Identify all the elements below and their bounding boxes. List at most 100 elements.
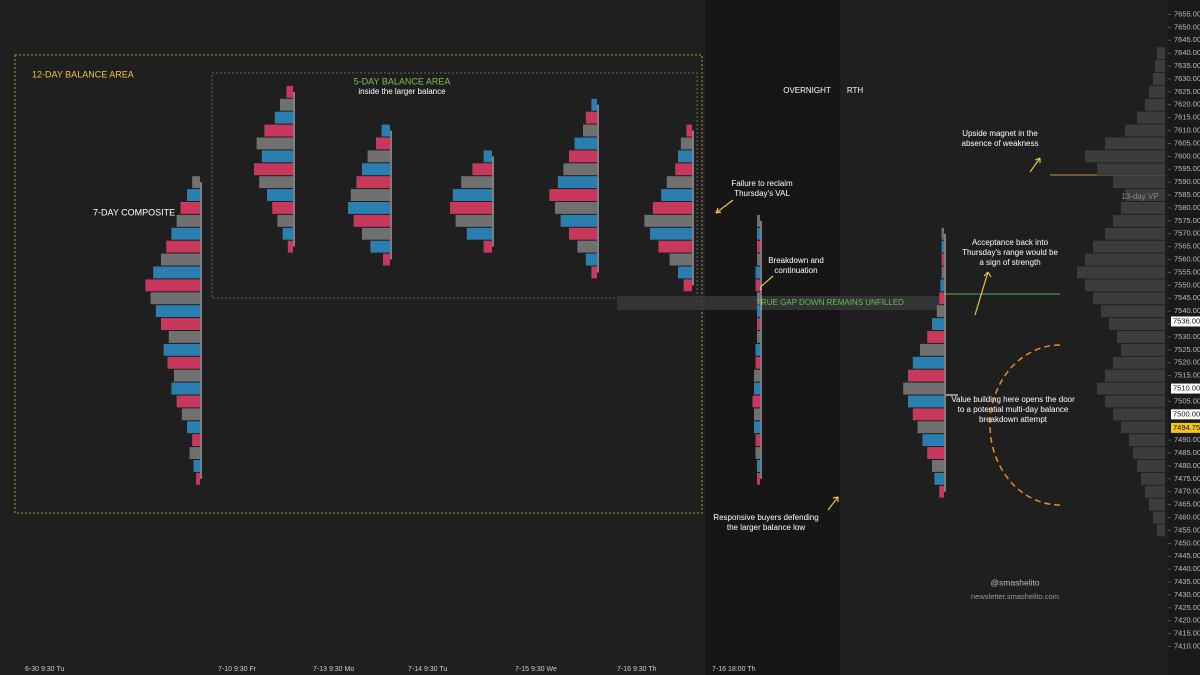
volume-bar [563, 163, 597, 176]
price-tag [1171, 422, 1200, 433]
volume-bar [1145, 98, 1165, 111]
volume-bar [348, 202, 390, 214]
volume-bar [922, 434, 944, 447]
date-label: 7-16 18:00 Th [712, 666, 756, 673]
volume-bar [1157, 524, 1165, 537]
y-tick-label: 7410.00 [1174, 642, 1200, 651]
volume-bar [752, 395, 760, 408]
volume-bar [452, 189, 492, 201]
annotation: 12-DAY BALANCE AREA [32, 69, 134, 79]
y-tick-label: 7490.00 [1174, 435, 1200, 444]
volume-bar [661, 189, 692, 201]
volume-bar [920, 343, 944, 356]
volume-bar [940, 279, 944, 292]
annotation: a sign of strength [979, 258, 1040, 267]
y-tick-label: 7595.00 [1174, 164, 1200, 173]
volume-bar [383, 253, 390, 266]
volume-bar [678, 150, 692, 163]
volume-bar [569, 227, 597, 240]
volume-bar [167, 356, 200, 369]
date-label: 7-13 9:30 Mo [313, 666, 354, 673]
annotation: 5-DAY BALANCE AREA [354, 76, 451, 86]
volume-bar [1137, 460, 1165, 472]
volume-bar [755, 279, 760, 292]
volume-bar [1155, 60, 1165, 72]
volume-bar [757, 227, 760, 240]
volume-bar [583, 124, 597, 137]
volume-bar [461, 176, 492, 189]
volume-bar [1097, 382, 1165, 395]
volume-bar [381, 124, 390, 137]
date-label: 7-10 9:30 Fr [218, 666, 257, 673]
volume-bar [903, 382, 944, 395]
y-tick-label: 7525.00 [1174, 345, 1200, 354]
volume-bar [466, 227, 492, 240]
volume-bar [150, 292, 200, 305]
volume-bar [912, 356, 944, 369]
y-tick-label: 7435.00 [1174, 577, 1200, 586]
volume-bar [932, 460, 944, 472]
volume-bar [1149, 85, 1165, 98]
volume-bar [678, 266, 692, 279]
volume-bar [187, 189, 200, 201]
volume-bar [1093, 240, 1165, 253]
y-tick-label: 7545.00 [1174, 293, 1200, 302]
price-tag [1171, 383, 1200, 394]
volume-bar [287, 240, 293, 253]
price-tag [1171, 316, 1200, 327]
annotation: RTH [847, 86, 864, 95]
volume-bar [757, 253, 760, 266]
volume-bar [757, 240, 760, 253]
date-label: 7-16 9:30 Th [617, 666, 657, 673]
volume-bar [261, 150, 293, 163]
volume-bar [686, 124, 692, 137]
volume-bar [549, 189, 597, 201]
volume-bar [669, 253, 692, 266]
y-tick-label: 7605.00 [1174, 138, 1200, 147]
volume-bar [757, 472, 760, 485]
volume-bar [267, 189, 293, 201]
volume-bar [272, 202, 293, 214]
y-tick-label: 7425.00 [1174, 603, 1200, 612]
annotation: the larger balance low [727, 523, 805, 532]
annotation: newsletter.smashelito.com [971, 592, 1059, 601]
volume-bar [274, 111, 293, 124]
volume-bar [1113, 408, 1165, 421]
volume-bar [286, 85, 293, 98]
volume-bar [941, 227, 944, 240]
y-tick-label: 7590.00 [1174, 177, 1200, 186]
volume-bar [1101, 305, 1165, 318]
volume-bar [171, 382, 200, 395]
volume-bar [189, 447, 200, 459]
annotation: Thursday's VAL [734, 189, 790, 198]
volume-bar [754, 382, 760, 395]
annotation: inside the larger balance [358, 87, 446, 96]
volume-bar [362, 227, 390, 240]
volume-bar [932, 318, 944, 330]
y-tick-label: 7555.00 [1174, 267, 1200, 276]
volume-bar [1113, 214, 1165, 227]
volume-bar [1145, 485, 1165, 498]
volume-bar [362, 163, 390, 176]
date-label: 7-14 9:30 Tu [408, 666, 447, 673]
volume-bar [1105, 395, 1165, 408]
volume-bar [1129, 434, 1165, 447]
volume-bar [254, 163, 293, 176]
volume-bar [1117, 331, 1165, 343]
volume-bar [755, 434, 760, 447]
price-axis [1168, 0, 1200, 675]
price-tag-label: 7500.00 [1173, 409, 1200, 418]
volume-bar [757, 292, 760, 305]
volume-bar [908, 395, 944, 408]
y-tick-label: 7470.00 [1174, 487, 1200, 496]
y-tick-label: 7420.00 [1174, 616, 1200, 625]
volume-bar [1077, 266, 1165, 279]
volume-bar [755, 266, 760, 279]
y-tick-label: 7480.00 [1174, 461, 1200, 470]
twelve-day-box [14, 54, 703, 514]
y-tick-label: 7610.00 [1174, 126, 1200, 135]
volume-bar [168, 331, 200, 343]
volume-bar [934, 472, 944, 485]
volume-bar [1133, 447, 1165, 459]
date-label: 7-15 9:30 We [515, 666, 557, 673]
